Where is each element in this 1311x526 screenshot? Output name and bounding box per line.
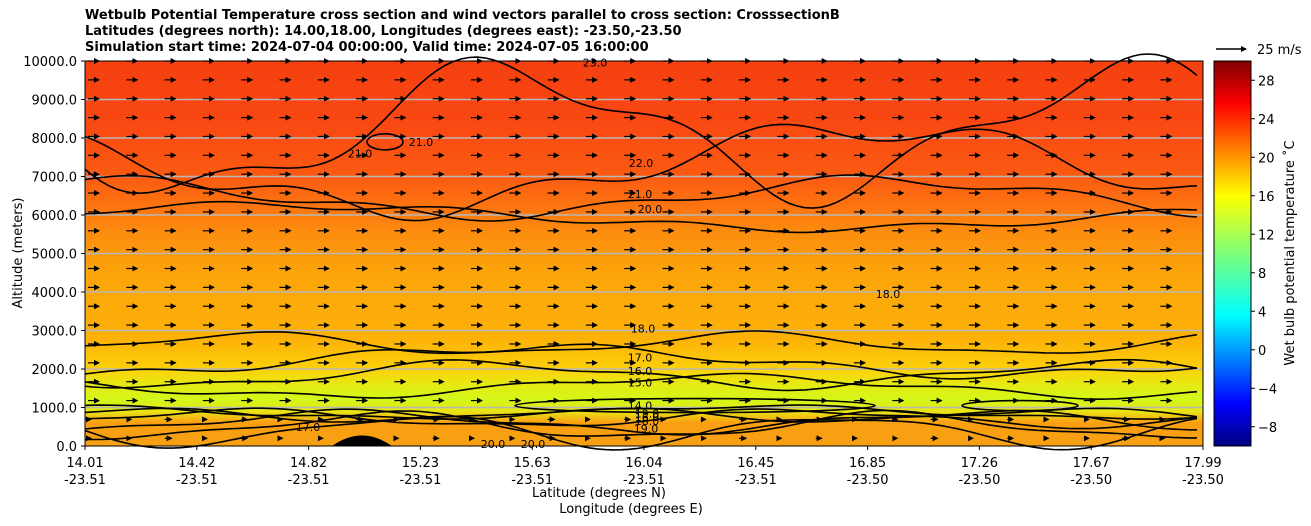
contour-labels: 14.015.016.017.018.018.019.020.021.022.0… xyxy=(296,57,901,452)
wind-vectors xyxy=(86,58,1173,442)
x-tick-label-lat: 17.26 xyxy=(961,456,998,471)
x-tick-label-lat: 16.45 xyxy=(737,456,774,471)
contour-label: 15.0 xyxy=(628,376,653,389)
contour-line xyxy=(84,53,1198,209)
contour-line xyxy=(514,397,876,414)
y-axis-label: Altitude (meters) xyxy=(11,198,26,309)
colorbar xyxy=(1213,60,1252,447)
contour-line xyxy=(84,330,1198,355)
contour-line xyxy=(366,133,404,151)
y-tick-label: 6000.0 xyxy=(32,209,78,224)
contour-label: 20.0 xyxy=(638,203,663,216)
contour-label: 20.0 xyxy=(521,438,546,451)
colorbar-tick-label: −8 xyxy=(1258,421,1277,436)
grid-lines xyxy=(85,98,1203,409)
colorbar-tick-label: 16 xyxy=(1258,190,1275,205)
x-tick-label-lat: 17.67 xyxy=(1073,456,1110,471)
contour-line xyxy=(84,343,1198,380)
x-tick-label-lon: -23.51 xyxy=(511,473,553,488)
chart-title-line-1: Wetbulb Potential Temperature cross sect… xyxy=(85,8,840,23)
colorbar-label: Wet bulb potential temperature ˚C xyxy=(1282,140,1298,365)
contour-label: 19.0 xyxy=(634,423,659,436)
contour-label: 20.0 xyxy=(481,438,506,451)
x-tick-label-lat: 15.63 xyxy=(514,456,551,471)
y-tick-label: 5000.0 xyxy=(32,248,78,263)
colorbar-tick-label: 0 xyxy=(1258,344,1266,359)
y-tick-label: 4000.0 xyxy=(32,286,78,301)
contour-label: 23.0 xyxy=(583,57,608,70)
contour-line xyxy=(961,399,1079,412)
contour-label: 17.0 xyxy=(628,351,653,364)
contour-label: 19.0 xyxy=(635,407,660,420)
x-tick-label-lon: -23.50 xyxy=(847,473,889,488)
contour-label: 17.0 xyxy=(296,421,321,434)
contour-label: 21.0 xyxy=(348,147,373,160)
x-tick-label-lon: -23.51 xyxy=(288,473,330,488)
contour-label: 16.0 xyxy=(635,411,660,424)
contour-label: 18.0 xyxy=(635,415,660,428)
chart-title-line-2: Latitudes (degrees north): 14.00,18.00, … xyxy=(85,24,682,39)
x-tick-label-lat: 16.85 xyxy=(849,456,886,471)
x-tick-label-lat: 14.42 xyxy=(178,456,215,471)
contour-label: 16.0 xyxy=(628,365,653,378)
contour-label: 21.0 xyxy=(628,188,653,201)
contour-line xyxy=(84,372,1198,401)
contour-label: 18.0 xyxy=(631,323,656,336)
colorbar-tick-label: 4 xyxy=(1258,305,1266,320)
contour-line xyxy=(84,358,1198,392)
y-tick-label: 0.0 xyxy=(56,440,77,455)
contour-lines xyxy=(84,53,1198,451)
contour-line xyxy=(84,174,1198,222)
x-tick-label-lon: -23.51 xyxy=(64,473,106,488)
contour-line xyxy=(84,123,1198,222)
y-tick-label: 8000.0 xyxy=(32,132,78,147)
x-tick-label-lat: 14.01 xyxy=(66,456,103,471)
x-axis-label-longitude: Longitude (degrees E) xyxy=(559,502,703,517)
x-tick-label-lon: -23.50 xyxy=(1182,473,1224,488)
x-tick-label-lon: -23.51 xyxy=(623,473,665,488)
colorbar-tick-label: 24 xyxy=(1258,113,1275,128)
contour-line xyxy=(84,404,1198,420)
x-tick-label-lat: 16.04 xyxy=(625,456,662,471)
colorbar-tick-label: 8 xyxy=(1258,267,1266,282)
y-tick-label: 1000.0 xyxy=(32,402,78,417)
contour-label: 18.0 xyxy=(876,288,901,301)
quiver-key-label: 25 m/s xyxy=(1257,43,1302,58)
y-tick-label: 3000.0 xyxy=(32,325,78,340)
y-tick-label: 9000.0 xyxy=(32,94,78,109)
x-tick-label-lat: 15.23 xyxy=(402,456,439,471)
colorbar-tick-label: −4 xyxy=(1258,382,1277,397)
x-axis-label-latitude: Latitude (degrees N) xyxy=(532,486,666,501)
x-tick-label-lon: -23.50 xyxy=(958,473,1000,488)
contour-label: 14.0 xyxy=(628,400,653,413)
colorbar-tick-label: 12 xyxy=(1258,228,1275,243)
contour-label: 22.0 xyxy=(629,157,654,170)
y-tick-label: 10000.0 xyxy=(23,55,77,70)
y-axis: 0.0 1000.0 2000.0 3000.0 4000.0 5000.0 6000.0 7… xyxy=(23,55,85,455)
contour-line xyxy=(84,409,1197,441)
x-tick-label-lat: 14.82 xyxy=(290,456,327,471)
x-tick-label-lon: -23.51 xyxy=(735,473,777,488)
y-tick-label: 7000.0 xyxy=(32,171,78,186)
contour-line xyxy=(84,200,1198,234)
x-tick-label-lon: -23.50 xyxy=(1070,473,1112,488)
y-tick-label: 2000.0 xyxy=(32,363,78,378)
colorbar-ticks: −8 −4 0 4 8 12 16 20 24 28 xyxy=(1251,74,1277,436)
colorbar-tick-label: 20 xyxy=(1258,151,1275,166)
colorbar-tick-label: 28 xyxy=(1258,74,1275,89)
x-tick-label-lon: -23.51 xyxy=(176,473,218,488)
chart-title-line-3: Simulation start time: 2024-07-04 00:00:… xyxy=(85,40,649,55)
contour-line xyxy=(84,415,1198,451)
contour-label: 21.0 xyxy=(409,136,434,149)
contour-line xyxy=(84,407,1198,430)
x-axis: 14.01 -23.51 14.42 -23.51 14.82 -23.51 15.23 -2… xyxy=(64,446,1224,488)
x-tick-label-lat: 17.99 xyxy=(1184,456,1221,471)
x-tick-label-lon: -23.51 xyxy=(399,473,441,488)
